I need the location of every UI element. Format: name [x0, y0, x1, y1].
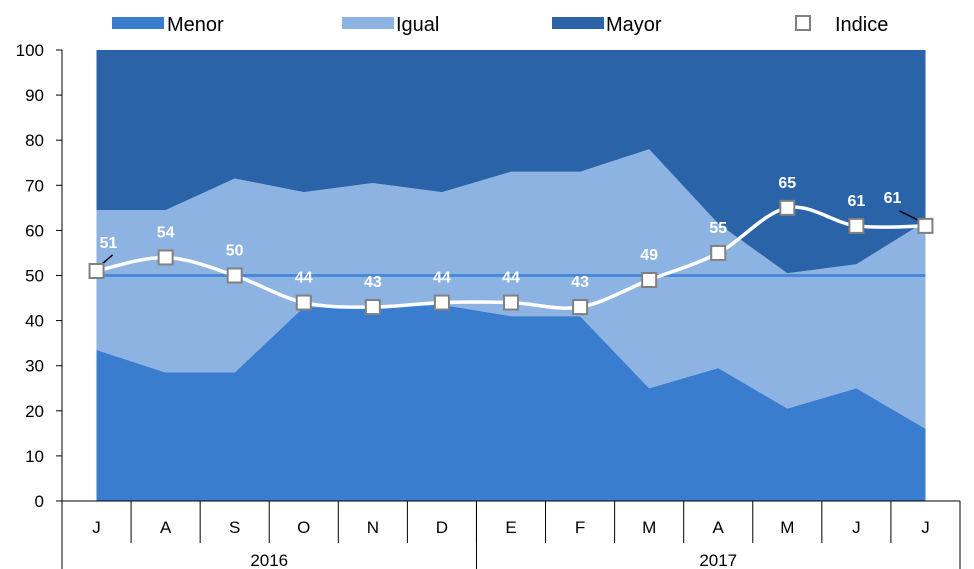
data-label: 61	[847, 193, 865, 210]
y-tick-label: 80	[25, 131, 44, 150]
plot-area: 51 54 50 44 43 44 44 43 49 55 65 61 61	[88, 50, 934, 501]
y-tick-label: 30	[25, 357, 44, 376]
area-mayor	[96, 50, 926, 274]
x-tick-label: A	[713, 518, 725, 537]
legend-label-mayor: Mayor	[606, 14, 662, 36]
x-tick-label: S	[229, 518, 240, 537]
data-label: 51	[100, 235, 118, 252]
data-label: 61	[884, 190, 902, 207]
y-tick-label: 20	[25, 402, 44, 421]
x-tick-label: D	[436, 518, 448, 537]
data-label: 55	[709, 220, 727, 237]
data-label: 43	[571, 274, 589, 291]
indice-marker	[917, 217, 934, 234]
indice-marker	[364, 299, 381, 316]
legend-marker-indice	[795, 15, 811, 31]
indice-marker	[88, 262, 105, 279]
x-tick-label: M	[780, 518, 794, 537]
indice-marker	[572, 299, 589, 316]
y-tick-label: 60	[25, 221, 44, 240]
x-tick-label: J	[921, 518, 930, 537]
indice-marker	[710, 244, 727, 261]
data-label: 50	[226, 243, 244, 260]
indice-marker	[503, 294, 519, 311]
x-tick-label: F	[575, 518, 585, 537]
y-tick-label: 70	[25, 176, 44, 195]
legend-swatch-igual	[342, 17, 394, 29]
area-menor	[96, 304, 926, 501]
indice-marker	[779, 199, 796, 216]
data-label: 54	[157, 224, 175, 241]
y-tick-label: 0	[35, 492, 44, 511]
legend: Menor Igual Mayor Indice	[112, 14, 888, 36]
year-label: 2017	[699, 551, 737, 569]
indice-marker	[295, 294, 312, 311]
indice-marker	[641, 272, 658, 289]
legend-label-indice: Indice	[835, 14, 888, 36]
indice-marker	[433, 294, 450, 311]
x-tick-label: J	[852, 518, 861, 537]
data-label: 65	[778, 175, 796, 192]
data-label: 49	[640, 247, 658, 264]
data-label: 44	[295, 270, 313, 287]
indice-marker	[157, 249, 174, 266]
x-tick-label: O	[297, 518, 310, 537]
y-tick-label: 10	[25, 447, 44, 466]
indice-marker	[226, 267, 243, 284]
x-tick-label: N	[367, 518, 379, 537]
legend-swatch-menor	[112, 17, 164, 29]
x-tick-label: A	[160, 518, 172, 537]
data-label: 44	[502, 270, 520, 287]
x-tick-label: M	[642, 518, 656, 537]
data-label: 43	[364, 274, 382, 291]
legend-swatch-mayor	[552, 17, 604, 29]
area-igual	[96, 149, 926, 429]
y-tick-label: 100	[16, 41, 44, 60]
y-tick-label: 50	[25, 267, 44, 286]
indice-marker	[848, 217, 865, 234]
legend-label-igual: Igual	[396, 14, 439, 36]
axes: 0 10 20 30 40 50 60 70 80 90 100 J A S O N D E F M A M J J 2016 2…	[16, 41, 961, 569]
x-tick-label: J	[92, 518, 101, 537]
data-label: 44	[433, 270, 451, 287]
y-tick-label: 40	[25, 312, 44, 331]
year-label: 2016	[250, 551, 288, 569]
legend-label-menor: Menor	[167, 14, 224, 36]
y-tick-label: 90	[25, 86, 44, 105]
x-tick-label: E	[505, 518, 516, 537]
